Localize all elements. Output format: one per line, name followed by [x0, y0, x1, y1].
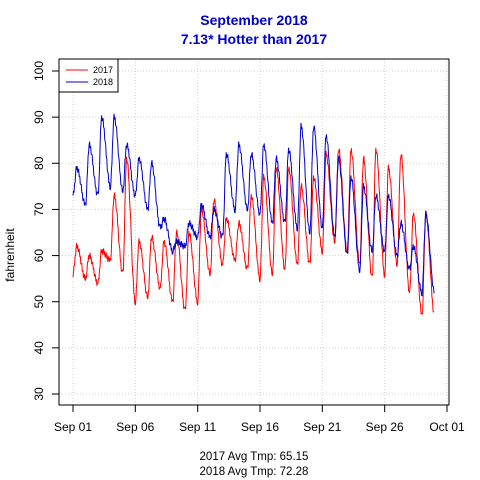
- x-tick-label: Oct 01: [429, 420, 465, 434]
- x-tick-label: Sep 01: [54, 420, 92, 434]
- y-tick-label: 90: [32, 110, 46, 124]
- series-line-2018: [72, 113, 435, 297]
- y-tick-label: 40: [32, 341, 46, 355]
- plot-frame: [58, 58, 450, 406]
- x-axis: Sep 01 Sep 06 Sep 11 Sep 16 Sep 21 Sep 26 Oct …: [54, 404, 465, 434]
- avg-2017-annotation: 2017 Avg Tmp: 65.15: [200, 451, 309, 463]
- chart-subtitle: 7.13* Hotter than 2017: [181, 31, 327, 47]
- avg-2018-annotation: 2018 Avg Tmp: 72.28: [200, 466, 309, 478]
- series-layer: [72, 113, 435, 315]
- y-axis-label: fahrenheit: [3, 228, 17, 282]
- y-tick-label: 80: [32, 156, 46, 170]
- grid-lines: [59, 59, 449, 405]
- series-line-2017: [72, 147, 435, 315]
- y-tick-label: 30: [32, 387, 46, 401]
- x-tick-label: Sep 06: [116, 420, 154, 434]
- x-tick-label: Sep 16: [241, 420, 279, 434]
- y-axis: 30 40 50 60 70 80 90 100: [32, 61, 60, 401]
- y-tick-label: 50: [32, 295, 46, 309]
- x-tick-label: Sep 21: [303, 420, 341, 434]
- y-tick-label: 60: [32, 249, 46, 263]
- y-tick-label: 100: [32, 61, 46, 81]
- chart-title: September 2018: [200, 12, 308, 28]
- y-tick-label: 70: [32, 202, 46, 216]
- legend-label-2018: 2018: [93, 77, 113, 87]
- legend-label-2017: 2017: [93, 65, 113, 75]
- legend-box: [58, 58, 119, 93]
- legend: 2017 2018: [58, 58, 119, 93]
- x-tick-label: Sep 26: [366, 420, 404, 434]
- x-tick-label: Sep 11: [179, 420, 216, 434]
